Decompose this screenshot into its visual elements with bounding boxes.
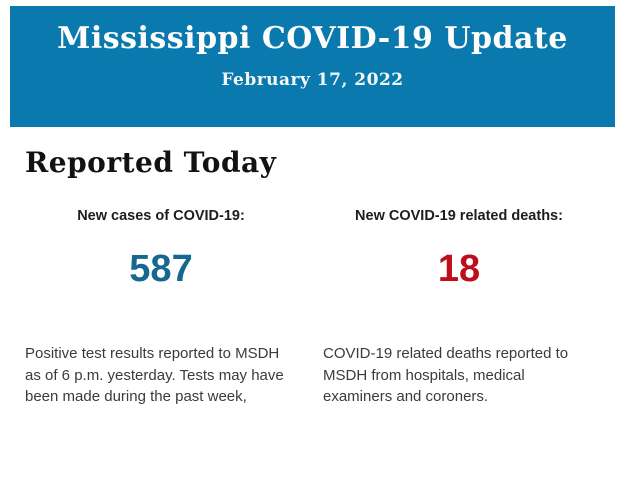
stat-new-deaths: New COVID-19 related deaths: 18 COVID-19… — [323, 207, 595, 408]
new-cases-description: Positive test results reported to MSDH a… — [25, 345, 284, 405]
new-cases-value: 587 — [129, 248, 193, 290]
stats-grid: New cases of COVID-19: 587 Positive test… — [25, 207, 595, 408]
new-deaths-label: New COVID-19 related deaths: — [355, 208, 563, 224]
new-deaths-value: 18 — [437, 248, 481, 290]
report-heading: Reported Today — [25, 146, 277, 179]
header-banner: Mississippi COVID-19 Update February 17,… — [10, 6, 615, 127]
new-cases-label: New cases of COVID-19: — [77, 208, 245, 224]
newsletter-title: Mississippi COVID-19 Update — [57, 21, 568, 56]
new-deaths-description: COVID-19 related deaths reported to MSDH… — [323, 345, 569, 405]
newsletter-date: February 17, 2022 — [221, 70, 404, 90]
report-section: Reported Today New cases of COVID-19: 58… — [0, 146, 620, 408]
stat-new-cases: New cases of COVID-19: 587 Positive test… — [25, 207, 297, 408]
